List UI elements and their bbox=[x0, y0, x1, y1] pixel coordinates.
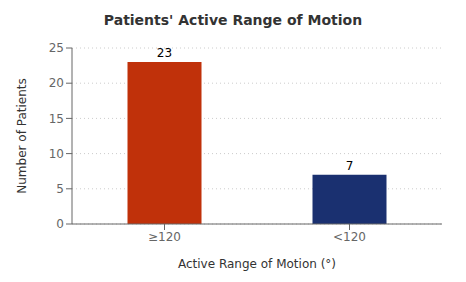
svg-text:23: 23 bbox=[157, 46, 172, 60]
svg-text:<120: <120 bbox=[333, 230, 366, 244]
svg-text:5: 5 bbox=[56, 182, 64, 196]
svg-text:20: 20 bbox=[49, 76, 64, 90]
svg-text:Number of Patients: Number of Patients bbox=[15, 78, 29, 193]
html-text:Patients' Active Range of Moti: Patients' Active Range of Motion bbox=[103, 12, 363, 28]
svg-text:Active Range of Motion (°): Active Range of Motion (°) bbox=[178, 257, 336, 271]
svg-text:10: 10 bbox=[49, 147, 64, 161]
svg-text:15: 15 bbox=[49, 112, 64, 126]
svg-text:25: 25 bbox=[49, 41, 64, 55]
svg-text:0: 0 bbox=[56, 217, 64, 231]
svg-text:≥120: ≥120 bbox=[148, 230, 181, 244]
svg-text:7: 7 bbox=[346, 159, 354, 173]
